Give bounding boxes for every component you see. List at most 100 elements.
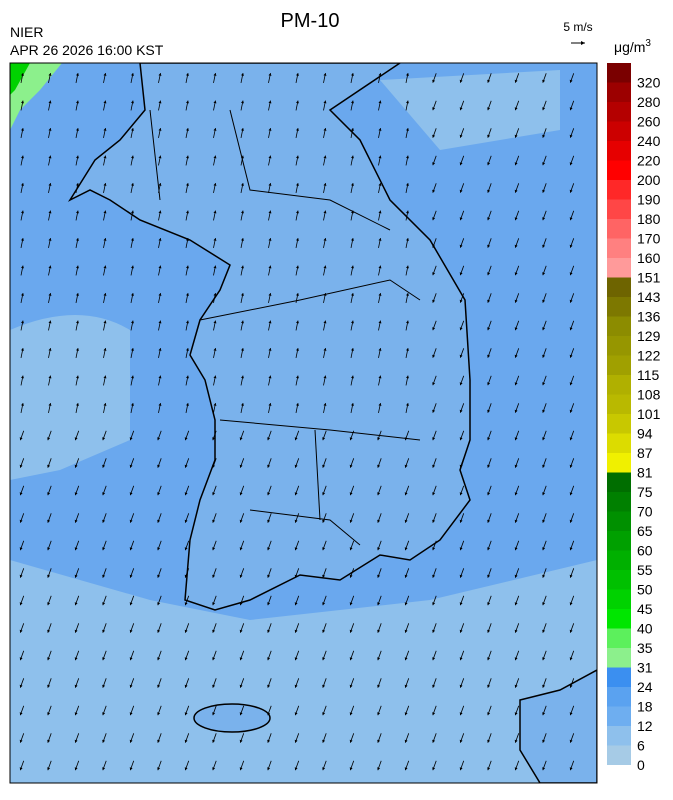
wind-arrowhead <box>323 403 327 406</box>
wind-arrowhead <box>74 684 78 688</box>
wind-arrowhead <box>75 375 79 379</box>
wind-arrowhead <box>432 519 436 523</box>
wind-arrowhead <box>569 684 573 688</box>
wind-arrowhead <box>213 155 217 159</box>
wind-arrowhead <box>48 348 52 351</box>
colorbar-segment <box>607 141 631 161</box>
wind-arrowhead <box>349 602 353 606</box>
wind-arrowhead <box>349 547 353 551</box>
wind-arrowhead <box>267 712 271 716</box>
wind-arrowhead <box>542 547 546 551</box>
wind-arrowhead <box>239 767 243 771</box>
wind-arrowhead <box>514 464 518 468</box>
wind-arrowhead <box>378 128 382 131</box>
wind-arrowhead <box>404 492 408 496</box>
wind-arrowhead <box>569 272 573 276</box>
wind-arrowhead <box>294 574 298 578</box>
wind-arrowhead <box>459 382 463 386</box>
wind-arrowhead <box>378 155 382 159</box>
wind-arrowhead <box>20 73 24 76</box>
wind-arrowhead <box>350 348 354 351</box>
wind-arrowhead <box>268 293 272 296</box>
wind-arrowhead <box>239 602 243 606</box>
wind-arrowhead <box>185 73 189 76</box>
wind-arrowhead <box>323 348 327 351</box>
wind-arrowhead <box>322 492 326 496</box>
wind-arrowhead <box>75 100 79 104</box>
jeju-island <box>193 703 271 733</box>
wind-arrowhead <box>185 265 189 269</box>
wind-arrowhead <box>350 100 354 104</box>
wind-arrowhead <box>130 348 134 351</box>
colorbar-segment <box>607 258 631 278</box>
wind-arrowhead <box>212 767 216 771</box>
wind-arrowhead <box>102 629 106 633</box>
wind-arrowhead <box>47 739 51 743</box>
wind-arrowhead <box>377 739 381 743</box>
wind-arrowhead <box>542 162 546 166</box>
wind-arrowhead <box>158 375 162 379</box>
colorbar-label: 12 <box>637 718 653 734</box>
wind-arrowhead <box>569 739 573 743</box>
wind-arrowhead <box>378 403 382 406</box>
wind-arrowhead <box>459 217 463 221</box>
wind-arrowhead <box>459 684 463 688</box>
wind-arrowhead <box>157 519 161 523</box>
wind-arrowhead <box>569 519 573 523</box>
wind-arrowhead <box>569 107 573 111</box>
wind-arrowhead <box>129 767 133 771</box>
wind-arrowhead <box>295 183 299 186</box>
wind-arrowhead <box>74 437 78 441</box>
wind-arrowhead <box>322 519 326 523</box>
colorbar-segment <box>607 160 631 180</box>
wind-arrowhead <box>432 327 436 331</box>
wind-arrowhead <box>267 767 271 771</box>
wind-arrowhead <box>322 574 326 578</box>
wind-arrowhead <box>377 602 381 606</box>
wind-arrowhead <box>432 767 436 771</box>
wind-arrowhead <box>103 320 107 324</box>
wind-arrowhead <box>432 464 436 468</box>
wind-arrowhead <box>323 210 327 214</box>
wind-arrowhead <box>350 128 354 131</box>
colorbar-segment <box>607 687 631 707</box>
wind-arrowhead <box>213 375 217 379</box>
wind-arrowhead <box>349 492 353 496</box>
wind-arrowhead <box>514 107 518 111</box>
wind-arrowhead <box>74 657 78 661</box>
colorbar-label: 260 <box>637 114 661 130</box>
wind-arrowhead <box>459 437 463 441</box>
wind-arrowhead <box>322 602 326 606</box>
wind-arrowhead <box>294 684 298 688</box>
wind-arrowhead <box>239 657 243 661</box>
wind-arrowhead <box>268 210 272 214</box>
wind-arrowhead <box>103 265 107 269</box>
wind-arrowhead <box>432 382 436 386</box>
colorbar-segment <box>607 316 631 336</box>
wind-arrowhead <box>350 210 354 214</box>
wind-arrowhead <box>184 492 188 496</box>
wind-arrowhead <box>103 73 107 76</box>
colorbar-segment <box>607 199 631 219</box>
colorbar-label: 40 <box>637 621 653 637</box>
wind-arrowhead <box>323 375 327 379</box>
wind-arrowhead <box>130 320 134 324</box>
wind-arrowhead <box>322 739 326 743</box>
wind-arrowhead <box>459 299 463 303</box>
wind-arrowhead <box>569 382 573 386</box>
wind-arrowhead <box>184 437 188 441</box>
wind-arrowhead <box>349 437 353 441</box>
wind-arrowhead <box>459 492 463 496</box>
wind-arrowhead <box>459 272 463 276</box>
wind-arrowhead <box>487 492 491 496</box>
colorbar-segment <box>607 63 631 83</box>
wind-arrowhead <box>184 767 188 771</box>
wind-arrowhead <box>130 100 134 104</box>
wind-arrowhead <box>294 519 298 523</box>
wind-arrowhead <box>48 100 52 104</box>
wind-arrowhead <box>129 547 133 551</box>
wind-arrowhead <box>487 739 491 743</box>
wind-arrowhead <box>267 602 271 606</box>
wind-arrowhead <box>432 739 436 743</box>
wind-arrowhead <box>102 519 106 523</box>
